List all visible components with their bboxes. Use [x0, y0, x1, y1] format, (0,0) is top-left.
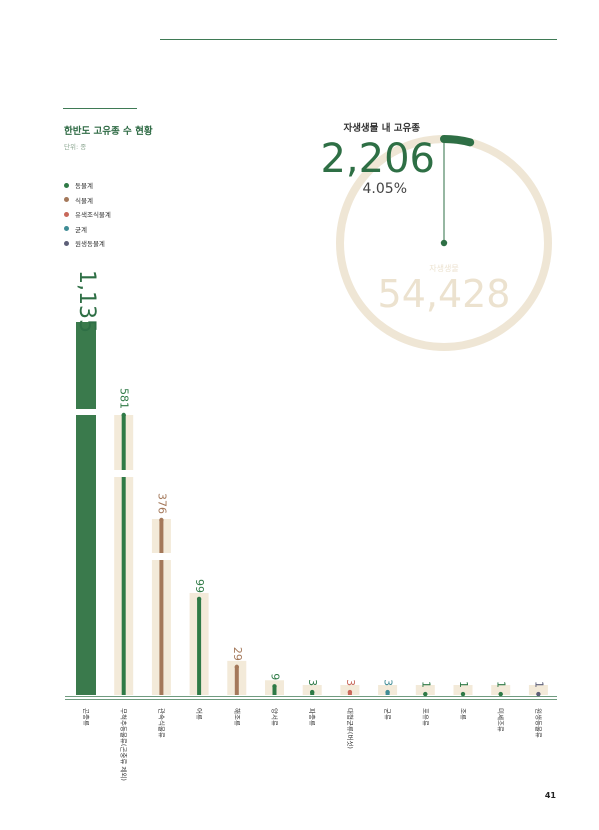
legend-label-fungi: 균계 — [75, 225, 87, 234]
title-rule — [63, 108, 137, 109]
bar-5 — [272, 686, 277, 695]
bar-break-2 — [150, 553, 173, 560]
category-label-12: 원생동물류 — [534, 708, 543, 738]
legend-item-protozoa: 원생동물계 — [64, 236, 111, 251]
page-number: 41 — [544, 791, 556, 800]
bar-break-insects — [74, 409, 98, 415]
category-label-0: 곤충류 — [82, 708, 91, 726]
donut-total-label: 자생생물 — [429, 263, 458, 273]
value-label-7: 3 — [344, 679, 357, 686]
bar-chart: 1,135 곤충류 581 무척추동물류(곤충류 제외) 376 관속식물류 99 어류 29 해… — [65, 270, 557, 781]
top-rule — [160, 39, 557, 40]
legend-item-animal: 동물계 — [64, 178, 111, 193]
donut-value: 2,206 — [320, 136, 435, 182]
category-label-2: 관속식물류 — [157, 708, 166, 738]
category-label-11: 미세조류 — [497, 708, 506, 732]
bar-background-9 — [415, 685, 435, 695]
unit-label: 단위: 종 — [64, 143, 87, 151]
value-label-8: 3 — [382, 679, 395, 686]
donut-endemic-arc — [440, 135, 475, 147]
category-label-10: 조류 — [459, 708, 467, 720]
bar-dot-1 — [121, 412, 126, 418]
bar-background-10 — [453, 685, 473, 695]
legend-label-protozoa: 원생동물계 — [75, 240, 105, 249]
bar-dot-6 — [310, 689, 315, 695]
bar-dot-8 — [385, 689, 390, 695]
legend-dot-protozoa — [64, 240, 69, 246]
value-label-1: 581 — [118, 388, 131, 409]
bar-dot-7 — [347, 689, 353, 695]
bar-background-11 — [491, 685, 511, 695]
category-label-3: 어류 — [195, 708, 204, 720]
bar-dot-12 — [536, 691, 541, 697]
legend-label-plant: 식물계 — [75, 196, 93, 205]
category-label-5: 양서류 — [271, 708, 280, 726]
value-label-5: 9 — [269, 673, 282, 680]
bar-4 — [234, 666, 239, 695]
value-label-9: 1 — [419, 681, 432, 688]
category-label-8: 균류 — [384, 708, 392, 720]
legend-item-fungi: 균계 — [64, 222, 111, 237]
value-label-10: 1 — [457, 681, 470, 688]
value-label-4: 29 — [231, 647, 244, 661]
bar-dot-11 — [498, 691, 503, 697]
legend-label-animal: 동물계 — [75, 182, 93, 191]
bar-1 — [121, 415, 126, 695]
value-label-2: 376 — [155, 493, 168, 514]
legend-dot-animal — [64, 182, 69, 188]
category-label-9: 포유류 — [421, 708, 429, 726]
donut-total-value: 54,428 — [378, 272, 511, 316]
bar-dot-2 — [159, 517, 164, 523]
bar-dot-9 — [423, 691, 428, 697]
legend-item-chromista: 유색조식물계 — [64, 207, 111, 222]
donut-label: 자생생물 내 고유종 — [343, 122, 420, 134]
category-label-4: 해조류 — [233, 708, 242, 726]
bar-background-12 — [528, 685, 548, 695]
chart-title: 한반도 고유종 수 현황 — [64, 126, 153, 137]
legend: 동물계 식물계 유색조식물계 균계 원생동물계 — [64, 178, 111, 251]
bar-break-1 — [112, 470, 135, 477]
bar-2 — [159, 520, 164, 695]
value-label-0: 1,135 — [74, 270, 99, 333]
bar-dot-5 — [272, 684, 277, 689]
category-label-1: 무척추동물류(곤충류 제외) — [120, 708, 129, 781]
value-label-12: 1 — [532, 681, 545, 688]
bar-dot-10 — [460, 691, 466, 697]
value-label-3: 99 — [193, 579, 206, 593]
bar-dot-3 — [196, 596, 202, 602]
value-label-6: 3 — [306, 679, 319, 686]
legend-item-plant: 식물계 — [64, 193, 111, 208]
category-label-6: 파충류 — [308, 708, 317, 726]
bar-3 — [197, 598, 202, 695]
legend-dot-plant — [64, 197, 69, 203]
legend-label-chromista: 유색조식물계 — [75, 211, 111, 220]
bar-dot-4 — [234, 664, 239, 670]
bar-insects — [76, 322, 96, 695]
donut-center-dot — [440, 239, 448, 247]
donut-percent: 4.05% — [363, 181, 407, 197]
category-label-7: 대형균류(버섯) — [346, 708, 355, 749]
legend-dot-chromista — [64, 211, 69, 217]
legend-dot-fungi — [64, 226, 69, 232]
value-label-11: 1 — [495, 681, 508, 688]
